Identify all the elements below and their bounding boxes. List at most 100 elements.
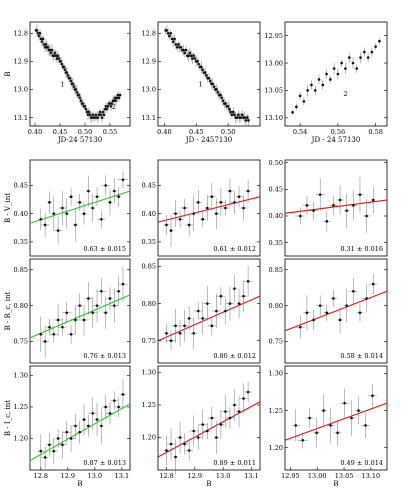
data-point: [246, 189, 250, 193]
data-point: [211, 82, 215, 86]
fit-line: [157, 401, 261, 458]
data-point: [305, 311, 309, 315]
data-point: [345, 209, 349, 212]
data-point: [165, 223, 168, 227]
data-point: [208, 79, 212, 83]
data-point: [79, 99, 83, 103]
fit-line: [284, 199, 388, 214]
data-point: [172, 40, 175, 43]
panel-frame: [29, 159, 131, 257]
x-tick-label: 0.50: [221, 128, 235, 136]
data-point: [87, 189, 90, 193]
data-point: [170, 37, 174, 41]
y-tick-label: 12.9: [14, 58, 28, 66]
data-point: [118, 93, 122, 97]
data-point: [197, 62, 201, 66]
data-point: [117, 96, 121, 100]
panel-frame: [29, 258, 131, 364]
y-tick-label: 0.45: [142, 182, 156, 190]
data-point: [108, 297, 112, 300]
panel-c1: 0.35 0.40 0.45B - V_int 0.63 ± 0.015: [4, 159, 131, 257]
y-tick-label: 1.30: [269, 370, 283, 378]
data-point: [100, 116, 104, 119]
data-point: [43, 223, 47, 227]
y-tick-label: 0.40: [269, 212, 283, 220]
data-point: [231, 110, 235, 114]
data-point: [42, 43, 46, 46]
y-tick-label: 0.75: [142, 337, 156, 345]
data-point: [312, 209, 315, 212]
data-point: [325, 72, 328, 76]
data-point: [329, 78, 332, 81]
y-tick-label: 13.00: [264, 59, 283, 67]
data-point: [55, 57, 59, 60]
slope-label: 0.80 ± 0.012: [213, 352, 256, 360]
data-point: [200, 65, 203, 69]
x-tick-label: 12.8: [34, 472, 48, 480]
data-point: [68, 76, 72, 80]
panel-frame: [157, 159, 261, 257]
x-axis-label: JD - 24 57130: [311, 136, 361, 144]
data-point: [237, 113, 240, 117]
y-tick-label: 0.45: [269, 186, 283, 194]
data-point: [74, 424, 77, 428]
data-point: [350, 416, 353, 420]
data-point: [46, 45, 50, 49]
data-point: [206, 206, 209, 210]
data-point: [246, 279, 250, 283]
data-point: [191, 57, 194, 60]
data-point: [48, 443, 51, 447]
data-point: [184, 48, 188, 52]
y-tick-label: 0.40: [14, 210, 28, 218]
data-point: [41, 37, 45, 41]
data-point: [206, 429, 209, 433]
data-point: [168, 34, 171, 38]
panel-frame: [157, 365, 261, 471]
data-point: [329, 424, 332, 427]
data-point: [174, 43, 178, 46]
data-point: [201, 217, 205, 221]
data-point: [371, 394, 374, 398]
data-point: [246, 390, 250, 394]
data-point: [224, 309, 227, 313]
data-point: [104, 405, 107, 409]
y-tick-label: 12.9: [142, 58, 156, 66]
panel-frame: [284, 21, 388, 127]
y-tick-label: 0.35: [142, 238, 156, 246]
x-tick-label: 12.9: [61, 472, 75, 480]
y-tick-label: 0.35: [14, 238, 28, 246]
data-point: [312, 318, 315, 322]
data-point: [224, 410, 227, 413]
data-point: [165, 449, 168, 452]
data-point: [315, 431, 318, 435]
data-point: [196, 436, 200, 439]
data-point: [56, 54, 60, 58]
fit-line: [157, 196, 261, 223]
fit-line: [157, 295, 261, 342]
data-point: [48, 48, 52, 52]
data-point: [189, 54, 193, 58]
data-point: [95, 418, 99, 421]
y-tick-label: 12.8: [14, 29, 28, 37]
y-tick-label: 0.80: [269, 302, 283, 310]
data-point: [365, 214, 368, 218]
data-point: [196, 60, 199, 63]
data-point: [78, 430, 82, 434]
data-point: [72, 85, 76, 88]
data-point: [344, 67, 347, 70]
data-point: [35, 29, 39, 32]
data-point: [347, 56, 351, 59]
data-point: [175, 45, 179, 49]
data-point: [113, 399, 116, 402]
data-point: [302, 100, 306, 103]
data-point: [210, 324, 214, 328]
data-point: [215, 436, 218, 439]
panel-c7: 1.20 1.25 1.30 12.8 12.9 13.0 13.1 B B - I_c, in…: [4, 365, 131, 488]
panel-frame: [284, 159, 388, 257]
data-point: [52, 54, 56, 58]
data-point: [43, 456, 47, 459]
data-point: [60, 62, 64, 66]
data-point: [374, 45, 377, 48]
x-tick-label: 0.40: [28, 128, 42, 136]
x-tick-label: 0.40: [157, 128, 171, 136]
